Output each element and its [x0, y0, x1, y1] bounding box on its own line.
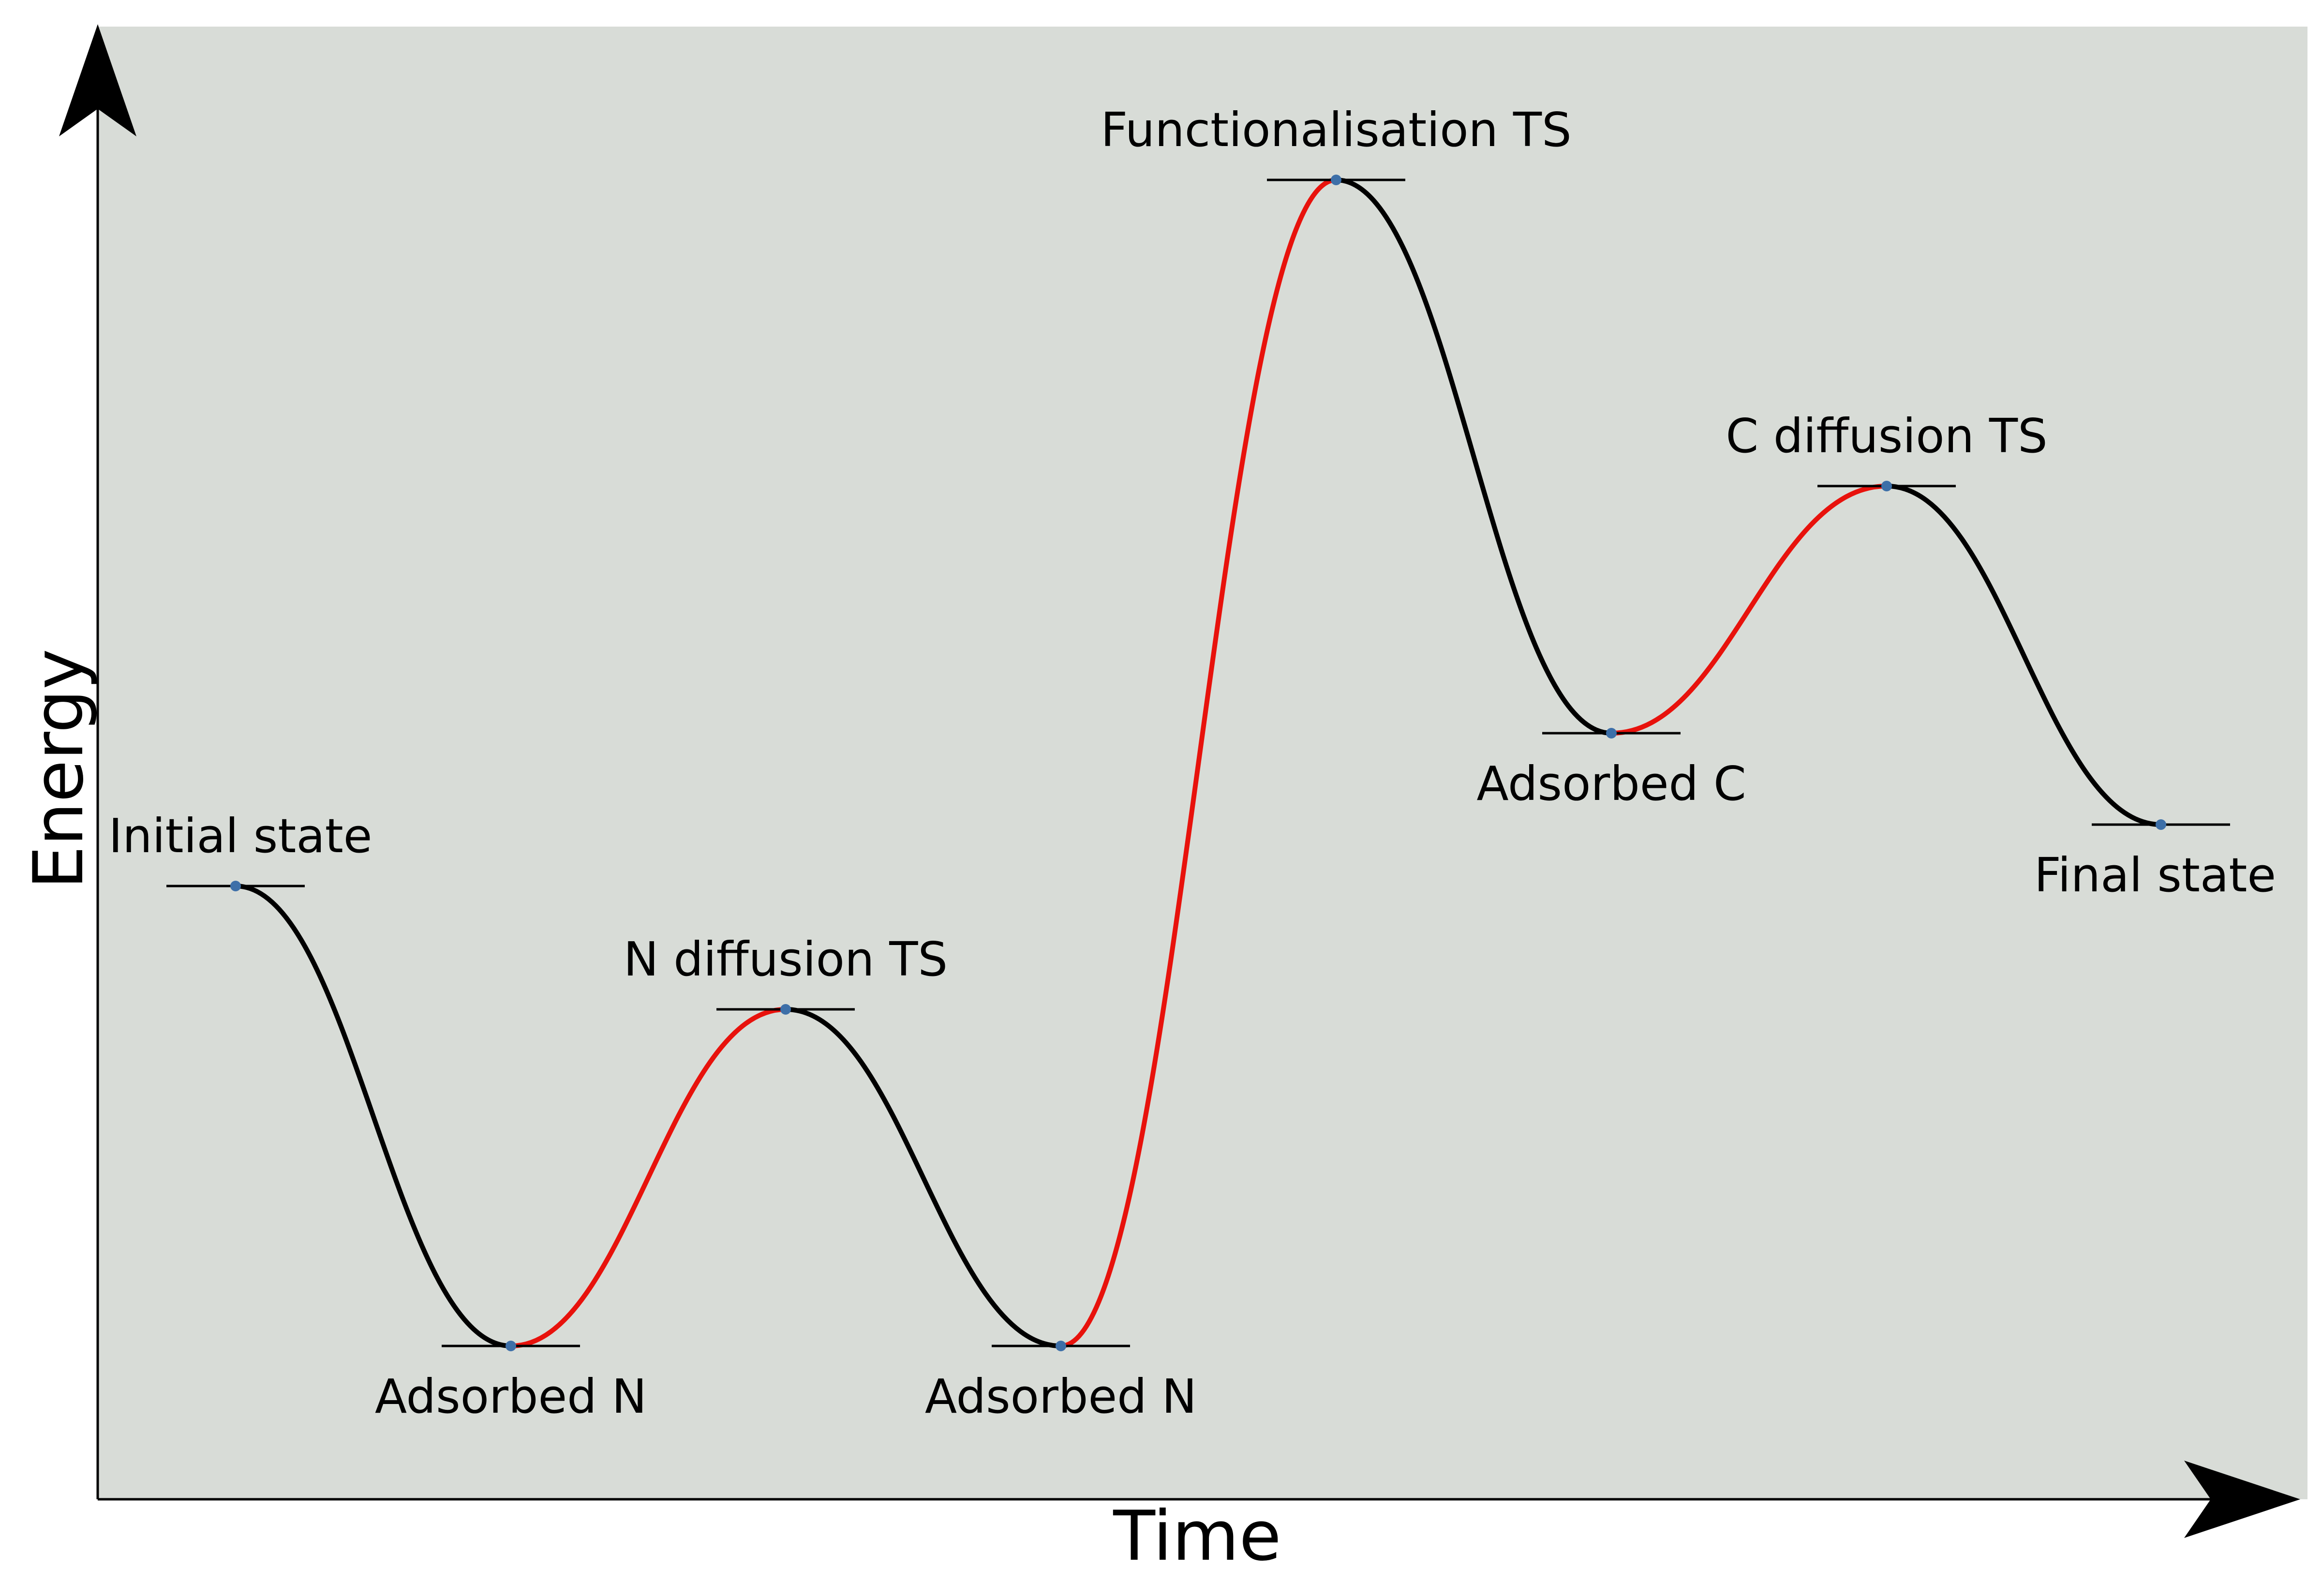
y-axis-arrow-icon — [59, 24, 136, 136]
energy-path-segment-5 — [1334, 177, 1614, 736]
state-label: C diffusion TS — [1726, 409, 2047, 463]
energy-path-segment-1 — [233, 884, 513, 1348]
state-points — [230, 175, 2166, 1351]
state-label: Initial state — [109, 809, 372, 863]
x-axis-arrow-icon — [2184, 1461, 2300, 1538]
energy-path-segment-7 — [1884, 484, 2163, 827]
state-point — [1331, 175, 1341, 185]
state-label: Adsorbed N — [925, 1369, 1197, 1424]
state-point — [1606, 728, 1617, 739]
state-label: Final state — [2034, 848, 2276, 902]
state-point — [1056, 1341, 1066, 1351]
energy-path-segment-3 — [783, 1007, 1063, 1348]
plot-background — [98, 27, 2307, 1499]
state-point — [506, 1341, 516, 1351]
energy-path-segment-4 — [1058, 177, 1339, 1348]
state-label: N diffusion TS — [624, 932, 948, 987]
energy-path — [233, 177, 2163, 1348]
state-point — [230, 881, 241, 891]
energy-path-segment-2 — [508, 1007, 788, 1348]
state-label: Functionalisation TS — [1101, 103, 1571, 157]
x-axis-label: Time — [1113, 1496, 1281, 1576]
state-label: Adsorbed C — [1476, 756, 1746, 811]
energy-path-segment-6 — [1609, 484, 1889, 736]
y-axis-label: Energy — [19, 649, 99, 889]
state-point — [780, 1004, 791, 1015]
state-label: Adsorbed N — [375, 1369, 647, 1424]
state-labels: Initial state Adsorbed N N diffusion TS Ads… — [109, 103, 2277, 1424]
state-point — [1881, 481, 1892, 491]
state-point — [2156, 819, 2166, 830]
